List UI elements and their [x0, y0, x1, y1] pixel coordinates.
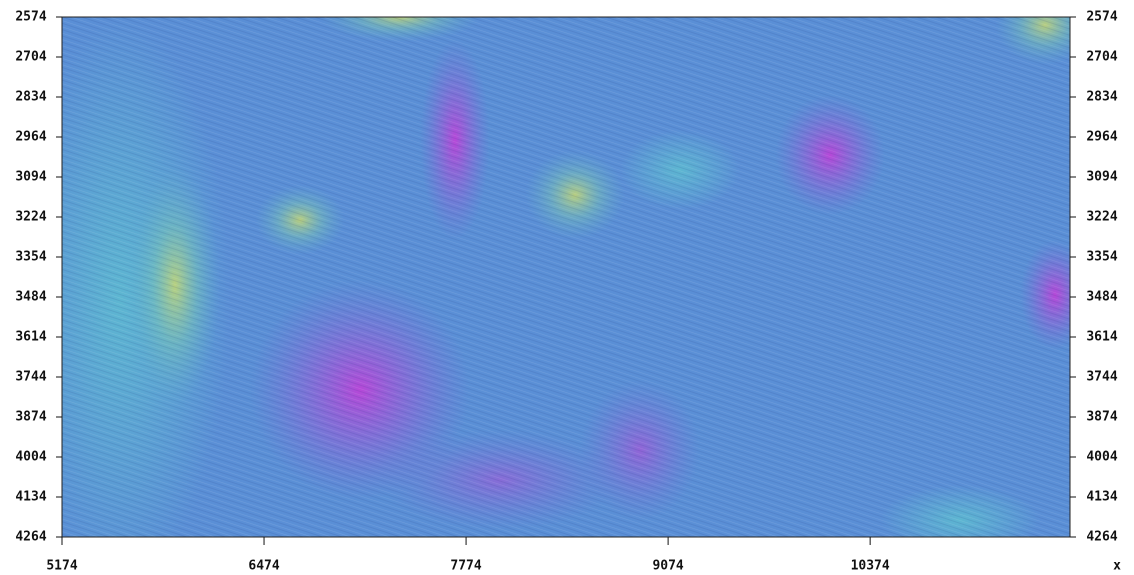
y-tick-label: 4264: [15, 530, 46, 545]
y-tick-label-right: 4134: [1086, 490, 1117, 505]
chart: x 2574 2574 2704 2704 2834 2834 2964 2964 3094 30…: [0, 0, 1134, 575]
x-tick-label: 7774: [450, 559, 481, 574]
y-tick-label-right: 2574: [1086, 10, 1117, 25]
y-tick-label-right: 2704: [1086, 50, 1117, 65]
y-tick-label: 3484: [15, 290, 46, 305]
y-tick-label: 3354: [15, 250, 46, 265]
y-tick-label-right: 3614: [1086, 330, 1117, 345]
y-tick-label: 4134: [15, 490, 46, 505]
y-tick-label: 2964: [15, 130, 46, 145]
y-tick-label: 3224: [15, 210, 46, 225]
y-tick-label-right: 3744: [1086, 370, 1117, 385]
y-tick-label: 2704: [15, 50, 46, 65]
y-tick-label: 3874: [15, 410, 46, 425]
x-tick-label: 6474: [248, 559, 279, 574]
y-tick-label-right: 3484: [1086, 290, 1117, 305]
seismic-image: [10, 0, 1095, 575]
y-tick-label-right: 2834: [1086, 90, 1117, 105]
y-tick-label: 3744: [15, 370, 46, 385]
y-tick-label: 2574: [15, 10, 46, 25]
x-tick-label: 5174: [46, 559, 77, 574]
y-tick-label: 4004: [15, 450, 46, 465]
y-tick-label-right: 3224: [1086, 210, 1117, 225]
x-tick-label: 9074: [652, 559, 683, 574]
y-tick-label: 3614: [15, 330, 46, 345]
y-tick-label: 3094: [15, 170, 46, 185]
y-tick-label-right: 4004: [1086, 450, 1117, 465]
y-tick-label-right: 2964: [1086, 130, 1117, 145]
x-axis-label: x: [1113, 559, 1121, 574]
y-tick-label-right: 3354: [1086, 250, 1117, 265]
y-tick-label-right: 3874: [1086, 410, 1117, 425]
y-tick-label-right: 4264: [1086, 530, 1117, 545]
y-tick-label-right: 3094: [1086, 170, 1117, 185]
y-tick-label: 2834: [15, 90, 46, 105]
x-tick-label: 10374: [851, 559, 890, 574]
